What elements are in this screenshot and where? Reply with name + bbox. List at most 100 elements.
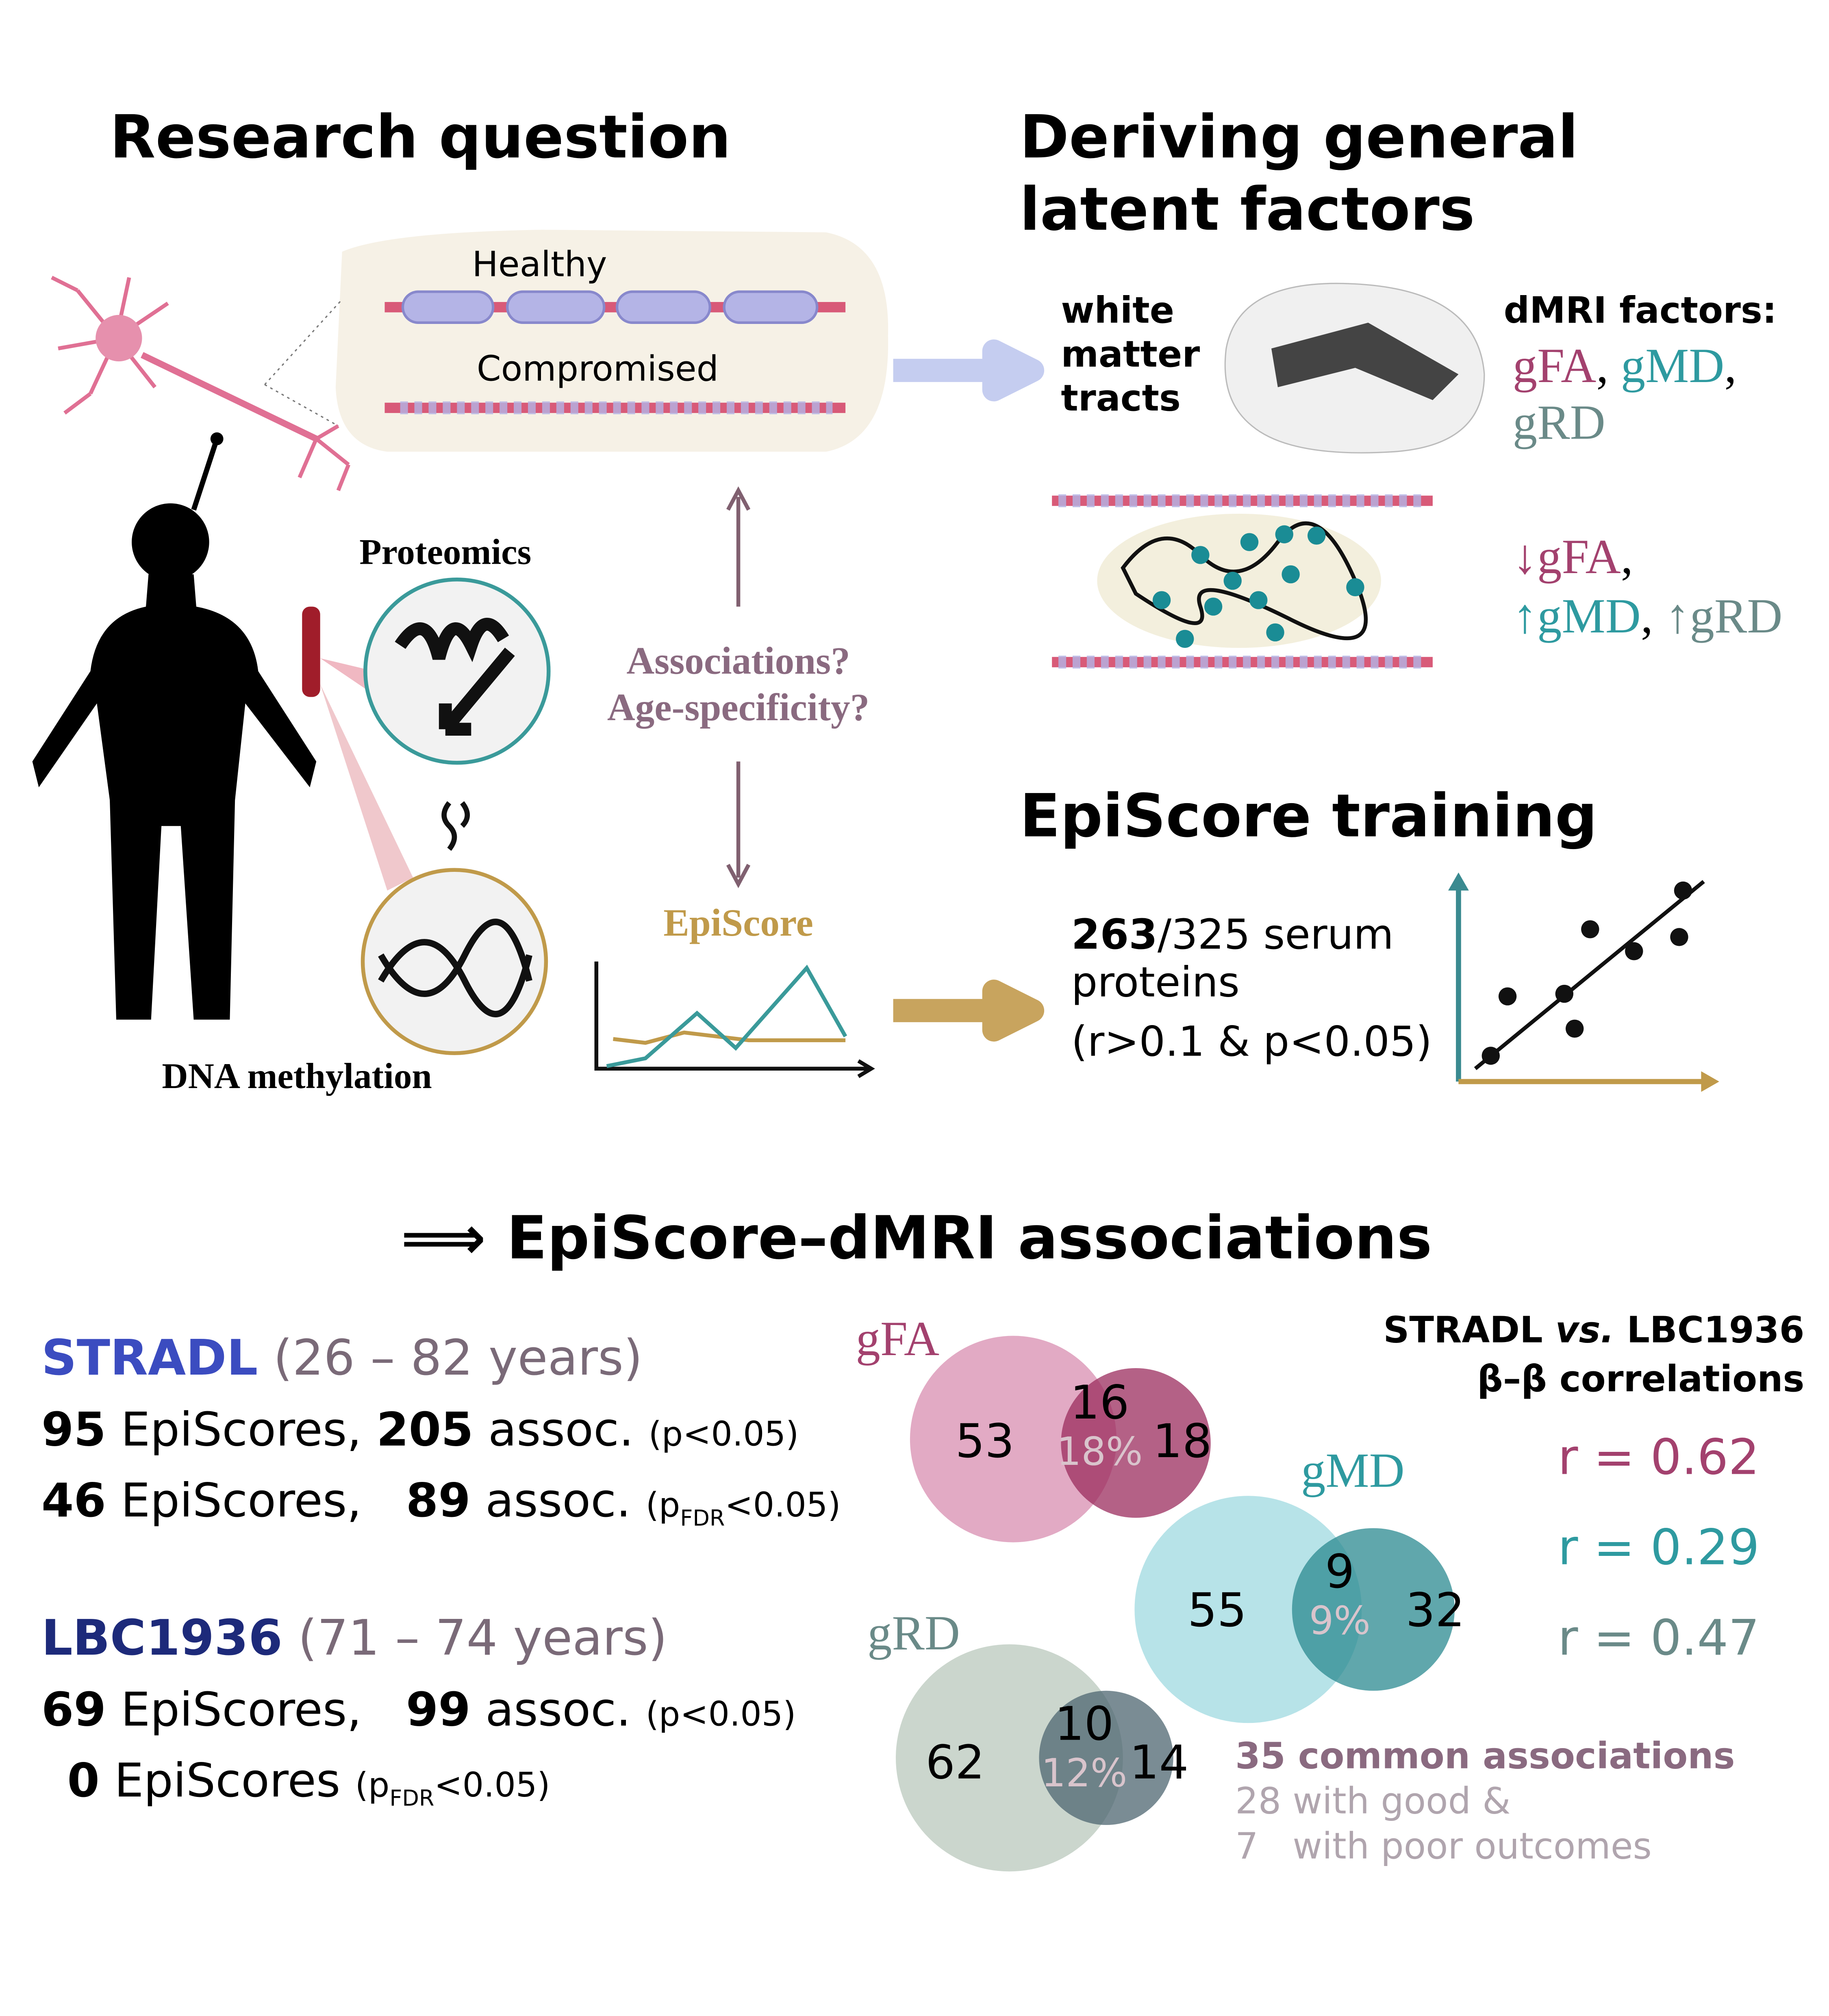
correlation: r = 0.29 — [1558, 1519, 1759, 1576]
label: tracts — [1061, 377, 1180, 419]
factor: gRD — [1513, 395, 1605, 450]
label: proteins — [1071, 958, 1240, 1006]
venn-circle — [1039, 1690, 1173, 1825]
arrow — [893, 980, 1045, 1042]
cohort-name: STRADL — [41, 1330, 258, 1386]
factor: gFA — [1513, 339, 1597, 393]
part: vs. — [1555, 1308, 1614, 1351]
direction-list: ↑gMD, ↑gRD — [1513, 589, 1783, 643]
venn-circle — [1061, 1368, 1211, 1518]
label: Healthy — [472, 244, 607, 285]
venn-label: gMD — [1301, 1443, 1405, 1498]
segment: assoc. — [471, 1683, 646, 1737]
label: (r>0.1 & p<0.05) — [1071, 1017, 1432, 1065]
cohort-ages: (71 – 74 years) — [298, 1610, 667, 1666]
question: Associations? — [626, 639, 850, 682]
segment: 95 — [41, 1402, 106, 1456]
venn-circle — [895, 1644, 1123, 1872]
venn-percent: 12% — [1041, 1751, 1127, 1796]
venn-circle — [910, 1336, 1117, 1542]
cohort-row: 95 EpiScores, 205 assoc. (p<0.05) — [41, 1402, 799, 1456]
section-title: EpiScore training — [1020, 782, 1597, 851]
dna-strand — [378, 919, 532, 1017]
tracts — [1271, 322, 1459, 400]
part: STRADL — [1383, 1308, 1555, 1351]
arrow — [726, 761, 751, 889]
cohort-row: 0 EpiScores (pFDR<0.05) — [67, 1753, 550, 1811]
venn-circle — [1134, 1496, 1362, 1723]
arrow — [726, 486, 751, 607]
segment: 99 — [406, 1683, 471, 1737]
correlation-subtitle: β–β correlations — [1477, 1358, 1804, 1400]
link — [320, 658, 375, 691]
segment: EpiScores — [100, 1753, 355, 1807]
segment: 205 — [376, 1402, 474, 1456]
segment: 89 — [406, 1473, 471, 1527]
molecules — [1152, 525, 1364, 648]
segment: FDR — [389, 1785, 434, 1811]
section-title: Deriving general — [1020, 102, 1578, 172]
correlation: r = 0.62 — [1558, 1429, 1759, 1486]
venn-count: 14 — [1130, 1736, 1188, 1790]
label: Proteomics — [359, 532, 531, 572]
segment: 69 — [41, 1683, 106, 1737]
segment: 46 — [41, 1473, 106, 1527]
label: dMRI factors: — [1504, 289, 1777, 331]
factor: gMD — [1621, 339, 1725, 393]
section-title: ⟹ EpiScore–dMRI associations — [401, 1204, 1432, 1273]
cohort-heading: STRADL (26 – 82 years) — [41, 1330, 643, 1386]
venn-percent: 9% — [1309, 1599, 1371, 1643]
correlation: r = 0.47 — [1558, 1610, 1759, 1666]
separator: , — [1641, 589, 1653, 643]
mini-chart — [594, 961, 875, 1078]
segment: (p<0.05) — [649, 1414, 799, 1453]
cohort-heading: LBC1936 (71 – 74 years) — [41, 1610, 667, 1666]
segment: (p — [646, 1486, 680, 1525]
cohort-row: 69 EpiScores, 99 assoc. (p<0.05) — [41, 1683, 796, 1737]
zoom-panel — [335, 230, 888, 452]
segment: assoc. — [471, 1473, 646, 1527]
count: 263 — [1071, 910, 1158, 958]
label: 263/325 serum — [1071, 910, 1394, 958]
venn-count: 62 — [925, 1736, 984, 1790]
segment: EpiScores, — [106, 1473, 406, 1527]
venn-count: 10 — [1055, 1697, 1114, 1751]
cohort-ages: (26 – 82 years) — [273, 1330, 643, 1386]
segment: FDR — [680, 1505, 725, 1531]
separator: , — [1596, 339, 1608, 393]
label: Compromised — [477, 349, 719, 389]
separator: , — [1621, 530, 1633, 584]
segment: 0 — [67, 1753, 100, 1807]
myelin — [401, 290, 819, 324]
venn-circle — [1292, 1528, 1455, 1691]
separator: , — [1725, 339, 1737, 393]
section-title: latent factors — [1020, 175, 1475, 244]
segment: EpiScores, — [106, 1683, 406, 1737]
brain — [1224, 282, 1485, 454]
label: matter — [1061, 333, 1200, 375]
protein-shape — [395, 618, 515, 736]
common-line: 7 with poor outcomes — [1235, 1825, 1652, 1867]
common-title: 35 common associations — [1235, 1734, 1735, 1777]
total: /325 serum — [1158, 910, 1394, 958]
segment: <0.05) — [725, 1486, 841, 1525]
venn-count: 53 — [955, 1414, 1014, 1468]
correlation-title: STRADL vs. LBC1936 — [1383, 1308, 1804, 1351]
venn-count: 18 — [1153, 1414, 1212, 1468]
cohorts: STRADL (26 – 82 years) 95 EpiScores, 205 a… — [41, 1330, 841, 1811]
segment: assoc. — [474, 1402, 649, 1456]
venn-label: gFA — [856, 1312, 940, 1366]
segment: <0.05) — [434, 1766, 550, 1805]
question: Age-specificity? — [607, 686, 869, 729]
fit-line — [1474, 880, 1705, 1070]
axis-arrow — [1701, 1071, 1719, 1092]
human — [32, 432, 317, 1020]
venn-label: gRD — [867, 1606, 960, 1660]
direction: ↑gMD — [1513, 589, 1641, 643]
venn-count: 55 — [1188, 1583, 1247, 1637]
section-title: Research question — [110, 102, 731, 172]
label: white — [1061, 289, 1174, 331]
blood-tube — [302, 606, 320, 697]
